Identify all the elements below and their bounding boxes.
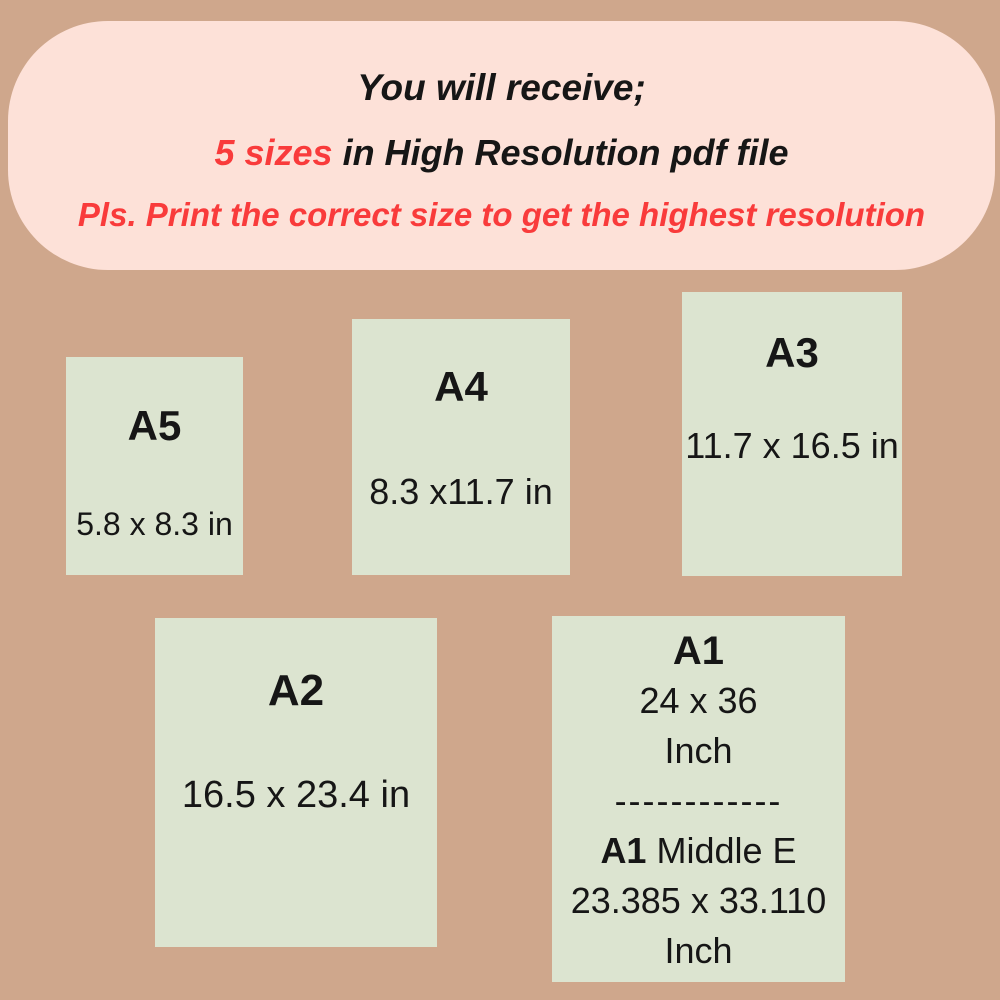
banner-line-you-will-receive: You will receive; [357,66,646,108]
paper-card-a1: A1 24 x 36 Inch ------------ A1 Middle E… [552,616,845,982]
paper-card-a4-title: A4 [434,363,488,410]
paper-card-a1-middle-e-label: A1 Middle E [600,826,796,876]
paper-card-a3: A3 11.7 x 16.5 in [682,292,902,576]
paper-card-a2: A2 16.5 x 23.4 in [155,618,437,947]
paper-card-a1-title: A1 [672,629,725,673]
banner-sizes-rest: in High Resolution pdf file [342,131,789,173]
paper-card-a5-title: A5 [127,402,182,449]
paper-card-a4: A4 8.3 x11.7 in [352,319,570,575]
paper-card-a1-middle-e-unit: Inch [664,930,733,971]
paper-card-a5-dimensions: 5.8 x 8.3 in [76,506,233,542]
banner-sizes-count-highlight: 5 sizes [214,131,333,173]
paper-card-a3-dimensions: 11.7 x 16.5 in [685,425,899,466]
paper-card-a4-dimensions: 8.3 x11.7 in [369,471,553,512]
paper-card-a1-unit: Inch [664,730,733,771]
info-banner: You will receive; 5 sizes in High Resolu… [8,21,995,270]
paper-card-a1-middle-e-size-code: A1 [600,830,647,871]
paper-card-a1-middle-e-dimensions: 23.385 x 33.110 [570,880,827,921]
paper-card-a2-title: A2 [267,666,325,715]
banner-line-print-warning: Pls. Print the correct size to get the h… [77,195,926,233]
paper-card-a3-title: A3 [765,329,819,376]
paper-card-a5: A5 5.8 x 8.3 in [66,357,243,575]
paper-card-a1-dimensions: 24 x 36 [639,680,758,721]
banner-line-sizes-info: 5 sizes in High Resolution pdf file [214,131,789,173]
paper-card-a2-dimensions: 16.5 x 23.4 in [181,774,411,816]
paper-card-a1-divider: ------------ [614,780,783,821]
paper-card-a1-middle-e-name: Middle E [656,830,797,871]
